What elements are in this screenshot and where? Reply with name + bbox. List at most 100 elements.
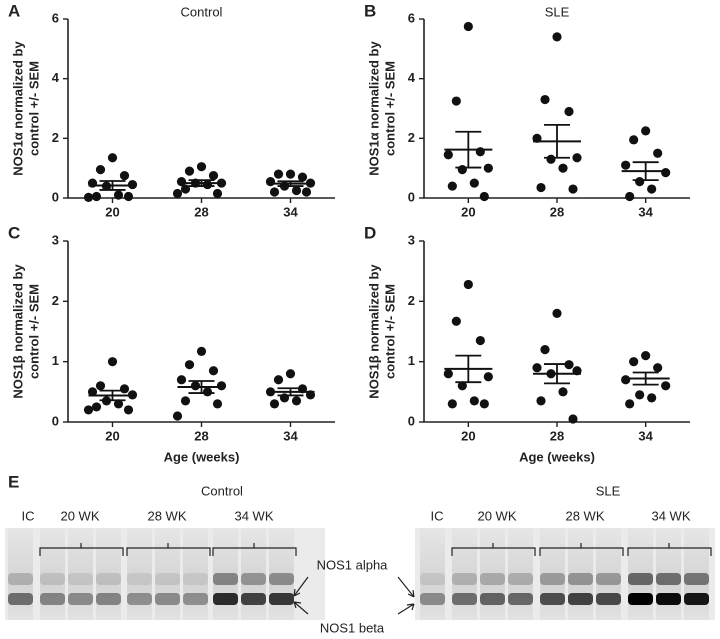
x-tick-label: 20 <box>461 204 475 219</box>
data-point <box>285 169 296 179</box>
y-tick-label: 4 <box>52 70 60 85</box>
blot-band <box>420 593 445 605</box>
blot-band <box>568 593 593 605</box>
blot-band <box>96 593 121 605</box>
data-point <box>625 399 635 409</box>
data-point <box>443 150 453 160</box>
blot-band <box>155 573 180 585</box>
sem-bar <box>277 180 304 187</box>
data-point <box>540 94 550 105</box>
brackets <box>39 543 712 615</box>
x-tick-label: 28 <box>194 204 208 219</box>
sem-bar <box>455 130 482 169</box>
data-point <box>202 179 213 190</box>
data-point <box>273 169 284 179</box>
data-point <box>180 396 191 406</box>
blot-band <box>684 593 709 605</box>
data-point <box>123 405 134 415</box>
data-point <box>196 346 207 357</box>
y-tick-label: 0 <box>52 413 59 428</box>
blot-band <box>684 573 709 585</box>
band-label: NOS1 alpha <box>317 557 389 572</box>
blot-lane <box>420 528 445 620</box>
data-point <box>546 154 556 164</box>
y-tick-label: 0 <box>408 189 415 204</box>
band-label: NOS1 beta <box>320 620 385 635</box>
blot-band <box>213 573 238 585</box>
data-point <box>483 372 493 382</box>
blot-band <box>628 573 653 585</box>
chart-title: SLE <box>545 4 570 19</box>
data-point <box>568 414 578 424</box>
lane-label: 20 WK <box>477 508 516 523</box>
y-tick-label: 2 <box>408 130 415 145</box>
data-point <box>297 172 308 182</box>
data-point <box>273 375 284 385</box>
blot-band <box>68 593 93 605</box>
y-tick-label: 0 <box>52 189 59 204</box>
blot-band <box>183 593 208 605</box>
data-point <box>647 393 657 403</box>
chart-title: Control <box>181 4 223 19</box>
data-point <box>83 405 94 415</box>
panel-letter: B <box>364 1 376 20</box>
x-tick-label: 20 <box>105 204 119 219</box>
x-tick-label: 34 <box>283 204 298 219</box>
y-axis-label: NOS1α normalized by <box>366 41 381 176</box>
data-point <box>269 187 280 197</box>
x-tick-label: 28 <box>550 204 564 219</box>
data-point <box>536 182 546 193</box>
data-point <box>475 147 485 157</box>
blot-band <box>155 593 180 605</box>
data-point <box>552 32 562 42</box>
y-tick-label: 2 <box>52 293 59 308</box>
data-point <box>119 384 130 394</box>
blot-band <box>183 573 208 585</box>
data-point <box>95 165 106 175</box>
data-point <box>83 192 94 203</box>
panel-letter: E <box>8 472 19 491</box>
y-tick-label: 3 <box>408 232 415 247</box>
data-point <box>661 168 671 178</box>
blot-band <box>96 573 121 585</box>
data-point <box>479 191 489 202</box>
lane-label: 34 WK <box>234 508 273 523</box>
blot-band <box>269 573 294 585</box>
blot-band <box>420 573 445 585</box>
data-point <box>196 162 207 172</box>
y-axis-label: control +/- SEM <box>382 61 397 156</box>
data-point <box>635 176 645 187</box>
data-point <box>91 402 102 412</box>
blot-lane <box>40 528 65 620</box>
lane-label: 34 WK <box>651 508 690 523</box>
data-point <box>265 176 276 187</box>
blot-band <box>596 573 621 585</box>
blot-images <box>5 528 715 620</box>
y-axis-label: NOS1α normalized by <box>10 41 25 176</box>
data-point <box>536 396 546 406</box>
data-point <box>443 369 453 379</box>
data-point <box>552 308 562 318</box>
sem-bar <box>99 180 126 191</box>
data-point <box>301 187 312 197</box>
data-point <box>119 171 130 181</box>
y-tick-label: 3 <box>52 232 59 247</box>
blot-band <box>127 573 152 585</box>
y-tick-label: 6 <box>52 10 59 25</box>
sem-bar <box>544 363 570 385</box>
data-point <box>558 387 568 397</box>
data-point <box>483 163 493 173</box>
data-point <box>540 345 550 355</box>
data-point <box>113 399 124 409</box>
data-point <box>447 399 457 409</box>
x-tick-label: 20 <box>105 428 119 443</box>
data-point <box>95 381 106 391</box>
panel-letter: D <box>364 223 376 242</box>
y-tick-label: 0 <box>408 413 415 428</box>
blot-band <box>452 573 477 585</box>
x-tick-label: 34 <box>638 204 653 219</box>
x-tick-label: 34 <box>283 428 298 443</box>
blot-band <box>508 573 533 585</box>
data-point <box>469 396 479 406</box>
